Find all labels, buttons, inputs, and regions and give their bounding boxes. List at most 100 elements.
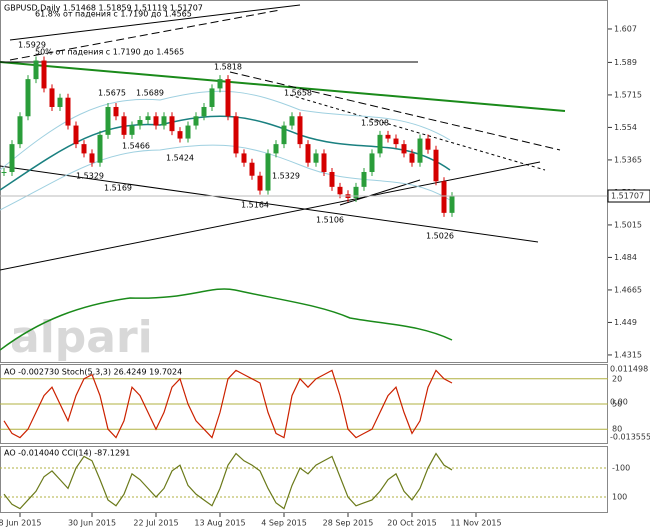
price-annotation: 1.5658 <box>284 89 312 98</box>
candle <box>321 153 327 172</box>
candle <box>305 144 311 163</box>
fib-label: 61.8% от падения с 1.7190 до 1.4565 <box>35 10 192 19</box>
candle <box>233 116 239 154</box>
candle <box>193 116 199 126</box>
level-label: 50 <box>612 400 622 409</box>
x-tick-label: 11 Nov 2015 <box>450 519 501 528</box>
level-label: -100 <box>612 464 630 473</box>
price-annotation: 1.5164 <box>241 201 269 210</box>
candle <box>121 116 127 135</box>
y-tick-label: 1.589 <box>614 58 637 67</box>
candle <box>201 106 207 117</box>
trend-line <box>9 9 281 61</box>
candle <box>9 144 15 172</box>
candle <box>217 79 223 89</box>
candle <box>17 116 23 145</box>
candle <box>425 138 431 150</box>
x-tick-label: 28 Sep 2015 <box>323 519 374 528</box>
candle <box>433 149 439 182</box>
candle <box>449 196 455 213</box>
last-price-box <box>607 189 650 203</box>
y-tick-label: 1.5365 <box>614 155 642 164</box>
ao-axis-label: 0.011498 <box>610 365 648 374</box>
candle <box>1 171 7 173</box>
price-annotation: 1.5689 <box>136 89 164 98</box>
candle <box>57 97 63 107</box>
candle <box>169 116 175 132</box>
x-tick-label: 22 Jul 2015 <box>133 519 178 528</box>
candle <box>33 60 39 80</box>
candle <box>49 88 55 107</box>
candle <box>329 171 335 187</box>
candle <box>41 60 47 89</box>
candle <box>177 131 183 139</box>
ao-axis-label: 0.00 <box>610 398 628 407</box>
price-annotation: 1.5424 <box>166 154 194 163</box>
price-annotation: 1.5026 <box>426 232 454 241</box>
trend-line <box>0 61 566 112</box>
cci-pane <box>0 446 608 513</box>
price-annotation: 1.5329 <box>76 172 104 181</box>
candle <box>313 153 319 163</box>
candle <box>161 116 167 126</box>
x-tick-label: 20 Oct 2015 <box>387 519 436 528</box>
candle <box>153 116 159 126</box>
candle <box>89 153 95 163</box>
candle <box>113 106 119 117</box>
candle <box>337 186 343 195</box>
price-annotation: 1.5466 <box>122 142 150 151</box>
price-annotation: 1.5929 <box>18 41 46 50</box>
trend-line <box>0 161 541 271</box>
x-tick-label: 13 Aug 2015 <box>194 519 245 528</box>
fib-label: 50% от падения с 1.7190 до 1.4565 <box>35 48 184 57</box>
y-tick-label: 1.449 <box>614 318 637 327</box>
candle <box>241 153 247 163</box>
candle <box>281 125 287 145</box>
candle <box>265 153 271 191</box>
candle <box>273 144 279 154</box>
trend-line <box>289 94 546 171</box>
cci-line <box>3 452 453 510</box>
candle <box>129 125 135 135</box>
price-annotation: 1.5106 <box>316 216 344 225</box>
candle <box>417 138 423 163</box>
trend-line <box>0 165 539 243</box>
candle <box>401 144 407 154</box>
candle <box>385 134 391 139</box>
price-annotation: 1.5329 <box>272 172 300 181</box>
candle <box>369 153 375 172</box>
candle <box>353 186 359 198</box>
x-tick-label: 8 Jun 2015 <box>0 519 42 528</box>
candle <box>409 153 415 163</box>
y-tick-label: 1.484 <box>614 253 637 262</box>
candle <box>105 106 111 135</box>
candle <box>185 125 191 139</box>
stoch-title: AO -0.002730 Stoch(5,3,3) 26.4249 19.702… <box>4 368 182 377</box>
level-label: 20 <box>612 374 622 383</box>
candle <box>225 79 231 117</box>
candle <box>377 134 383 154</box>
ao-axis-label: -0.013555 <box>610 433 650 442</box>
x-tick-label: 30 Jun 2015 <box>68 519 116 528</box>
level-label: 80 <box>612 425 622 434</box>
candle <box>25 79 31 117</box>
y-tick-label: 1.607 <box>614 24 637 33</box>
level-label: 100 <box>612 493 627 502</box>
candle <box>81 144 87 154</box>
trend-line <box>229 71 561 151</box>
y-tick-label: 1.4665 <box>614 285 642 294</box>
candle <box>209 88 215 107</box>
candle <box>145 116 151 120</box>
main-pane <box>0 0 608 363</box>
candle <box>361 171 367 187</box>
cci-title: AO -0.014040 CCI(14) -87.1291 <box>4 449 130 458</box>
x-tick-label: 4 Sep 2015 <box>261 519 307 528</box>
candle <box>289 116 295 126</box>
band <box>0 144 451 211</box>
candle <box>441 181 447 213</box>
y-tick-label: 1.554 <box>614 123 637 132</box>
candle <box>297 116 303 145</box>
candle <box>393 138 399 145</box>
